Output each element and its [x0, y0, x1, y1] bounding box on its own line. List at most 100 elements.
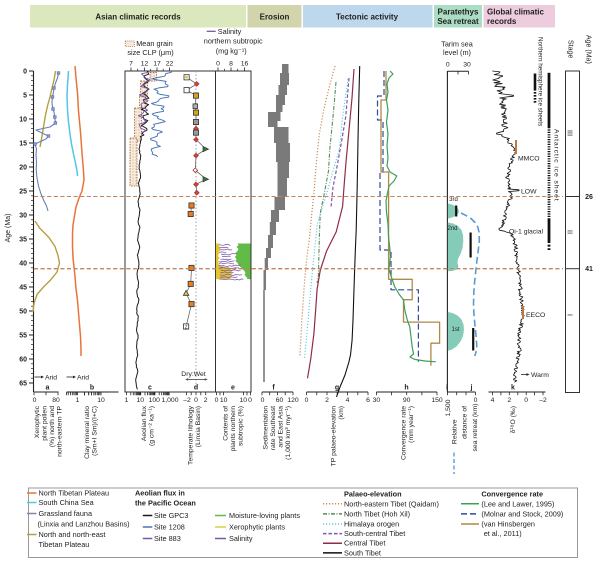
svg-text:South Tibet: South Tibet	[344, 548, 381, 557]
svg-text:Temperate lithology: Temperate lithology	[188, 405, 195, 465]
svg-text:North Tibet (Hoh Xil): North Tibet (Hoh Xil)	[344, 509, 410, 518]
svg-text:subtropic (%): subtropic (%)	[238, 406, 245, 446]
svg-text:Clay mineral ratio: Clay mineral ratio	[84, 406, 91, 459]
svg-text:Aeolian flux: Aeolian flux	[141, 405, 148, 441]
svg-text:Site 883: Site 883	[154, 534, 181, 543]
svg-text:0: 0	[248, 397, 252, 404]
svg-text:35: 35	[19, 236, 27, 243]
svg-text:k: k	[511, 385, 515, 392]
svg-text:g: g	[335, 385, 339, 392]
svg-text:northern subtropic: northern subtropic	[204, 37, 263, 46]
svg-text:Mean grain: Mean grain	[136, 39, 173, 48]
svg-text:(Lee and Lawer, 1995): (Lee and Lawer, 1995)	[481, 499, 554, 508]
svg-text:10: 10	[220, 397, 228, 404]
svg-text:55: 55	[19, 332, 27, 339]
svg-text:Palaeo-elevation: Palaeo-elevation	[344, 489, 402, 498]
svg-text:North Tibetan Plateau: North Tibetan Plateau	[39, 489, 110, 498]
svg-text:0: 0	[215, 397, 219, 404]
svg-text:(mg kg⁻¹): (mg kg⁻¹)	[216, 46, 247, 55]
svg-text:150: 150	[431, 397, 443, 404]
svg-text:distance of: distance of	[461, 406, 468, 439]
svg-text:size CLP (μm): size CLP (μm)	[127, 48, 173, 57]
svg-text:0: 0	[305, 397, 309, 404]
svg-text:Z: Z	[185, 325, 188, 330]
svg-text:120: 120	[287, 397, 299, 404]
svg-text:60: 60	[276, 397, 284, 404]
svg-text:Age (Ma): Age (Ma)	[5, 214, 12, 243]
svg-text:the Pacific Ocean: the Pacific Ocean	[135, 499, 196, 508]
svg-text:level (m): level (m)	[443, 48, 471, 57]
svg-text:Tectonic activity: Tectonic activity	[336, 13, 399, 22]
svg-text:δ¹⁸O (‰): δ¹⁸O (‰)	[510, 406, 517, 433]
svg-text:(1,000 km³ myr⁻¹): (1,000 km³ myr⁻¹)	[285, 406, 292, 460]
svg-text:40: 40	[19, 260, 27, 267]
svg-text:–2: –2	[539, 397, 547, 404]
svg-text:17: 17	[153, 61, 161, 68]
svg-text:Grassland fauna: Grassland fauna	[39, 509, 93, 518]
svg-text:et al., 2011): et al., 2011)	[484, 529, 522, 538]
svg-text:III: III	[566, 130, 575, 136]
svg-text:16: 16	[241, 61, 249, 68]
svg-text:0: 0	[23, 68, 27, 75]
svg-text:(%) north and: (%) north and	[49, 406, 56, 447]
svg-text:plants northern: plants northern	[230, 406, 237, 452]
svg-text:0: 0	[194, 397, 198, 404]
svg-text:Aeolian flux in: Aeolian flux in	[135, 489, 185, 498]
svg-text:20: 20	[19, 164, 27, 171]
svg-text:Stage: Stage	[567, 40, 574, 58]
svg-text:b: b	[90, 385, 94, 392]
svg-text:(Linxia Basin): (Linxia Basin)	[195, 406, 202, 447]
svg-text:Erosion: Erosion	[260, 13, 290, 22]
svg-text:10: 10	[240, 397, 248, 404]
svg-text:North and north-east: North and north-east	[39, 530, 106, 539]
svg-text:Northern hemisphere ice sheets: Northern hemisphere ice sheets	[536, 37, 543, 126]
svg-text:Tarim sea: Tarim sea	[441, 40, 474, 49]
svg-text:1: 1	[76, 397, 80, 404]
svg-text:Relative: Relative	[451, 419, 458, 444]
svg-text:Contents of: Contents of	[223, 406, 230, 441]
svg-text:2: 2	[325, 397, 329, 404]
svg-text:South-central Tibet: South-central Tibet	[344, 529, 405, 538]
svg-text:30: 30	[19, 212, 27, 219]
svg-text:0: 0	[474, 397, 478, 404]
svg-text:10: 10	[137, 397, 145, 404]
svg-text:Central Tibet: Central Tibet	[344, 539, 385, 548]
svg-text:c: c	[148, 385, 152, 392]
svg-text:1st: 1st	[451, 327, 459, 333]
svg-text:a: a	[46, 385, 50, 392]
svg-text:I: I	[566, 314, 575, 316]
svg-text:Asian climatic records: Asian climatic records	[95, 13, 181, 22]
svg-text:Oi-1 glacial: Oi-1 glacial	[509, 229, 543, 236]
svg-text:EECO: EECO	[526, 312, 545, 319]
svg-text:(Linxia and Lanzhou Basins): (Linxia and Lanzhou Basins)	[38, 520, 130, 529]
svg-text:12: 12	[141, 61, 149, 68]
svg-text:10: 10	[97, 397, 105, 404]
svg-text:North-eastern Tibet (Qaidam): North-eastern Tibet (Qaidam)	[344, 499, 439, 508]
svg-text:80: 80	[52, 397, 60, 404]
svg-text:30: 30	[463, 62, 471, 69]
svg-text:3rd: 3rd	[449, 197, 458, 203]
svg-text:Convergence rate: Convergence rate	[481, 489, 543, 498]
svg-text:(mm year⁻¹): (mm year⁻¹)	[408, 406, 415, 443]
svg-text:e: e	[231, 385, 235, 392]
svg-text:2nd: 2nd	[447, 226, 457, 232]
svg-text:h: h	[404, 385, 408, 392]
svg-text:records: records	[487, 17, 517, 26]
svg-text:Arid: Arid	[77, 375, 89, 382]
svg-text:LOW: LOW	[521, 189, 537, 196]
svg-text:d: d	[194, 385, 198, 392]
svg-text:5: 5	[23, 92, 27, 99]
svg-text:Xerophytic plants: Xerophytic plants	[229, 523, 285, 532]
svg-text:and East Asia: and East Asia	[278, 406, 285, 448]
svg-text:rate Southeast: rate Southeast	[270, 406, 277, 450]
svg-text:30: 30	[373, 397, 381, 404]
svg-text:1: 1	[125, 397, 129, 404]
svg-text:Xerophytic: Xerophytic	[34, 405, 41, 438]
svg-text:1,000: 1,000	[161, 397, 178, 404]
svg-text:Global climatic: Global climatic	[487, 8, 544, 17]
svg-text:TP palaeo-elevation: TP palaeo-elevation	[331, 406, 338, 467]
svg-text:4: 4	[491, 397, 495, 404]
svg-text:0: 0	[524, 397, 528, 404]
svg-text:Age (Ma): Age (Ma)	[585, 35, 592, 64]
svg-text:II: II	[566, 230, 575, 234]
